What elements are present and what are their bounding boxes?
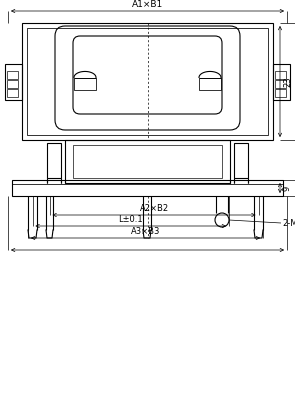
Bar xyxy=(5,64,22,99)
Bar xyxy=(199,77,221,90)
Text: 2-M3: 2-M3 xyxy=(282,219,295,228)
Text: 23: 23 xyxy=(283,76,292,87)
Bar xyxy=(65,140,230,183)
Text: A3×B3: A3×B3 xyxy=(131,227,160,236)
Bar xyxy=(234,143,248,178)
Bar xyxy=(7,70,18,79)
Text: A1×B1: A1×B1 xyxy=(132,0,163,9)
Bar xyxy=(74,77,96,90)
Bar xyxy=(275,70,286,79)
Text: L±0.1: L±0.1 xyxy=(118,215,143,224)
Bar xyxy=(275,88,286,97)
Bar xyxy=(275,79,286,88)
Text: A2×B2: A2×B2 xyxy=(140,204,168,213)
Bar xyxy=(73,145,222,178)
Text: 9: 9 xyxy=(283,185,292,191)
Bar xyxy=(273,64,290,99)
Bar xyxy=(47,143,61,178)
Bar xyxy=(7,88,18,97)
Bar xyxy=(27,28,268,135)
Bar xyxy=(7,79,18,88)
Bar xyxy=(22,23,273,140)
Bar xyxy=(12,180,283,196)
